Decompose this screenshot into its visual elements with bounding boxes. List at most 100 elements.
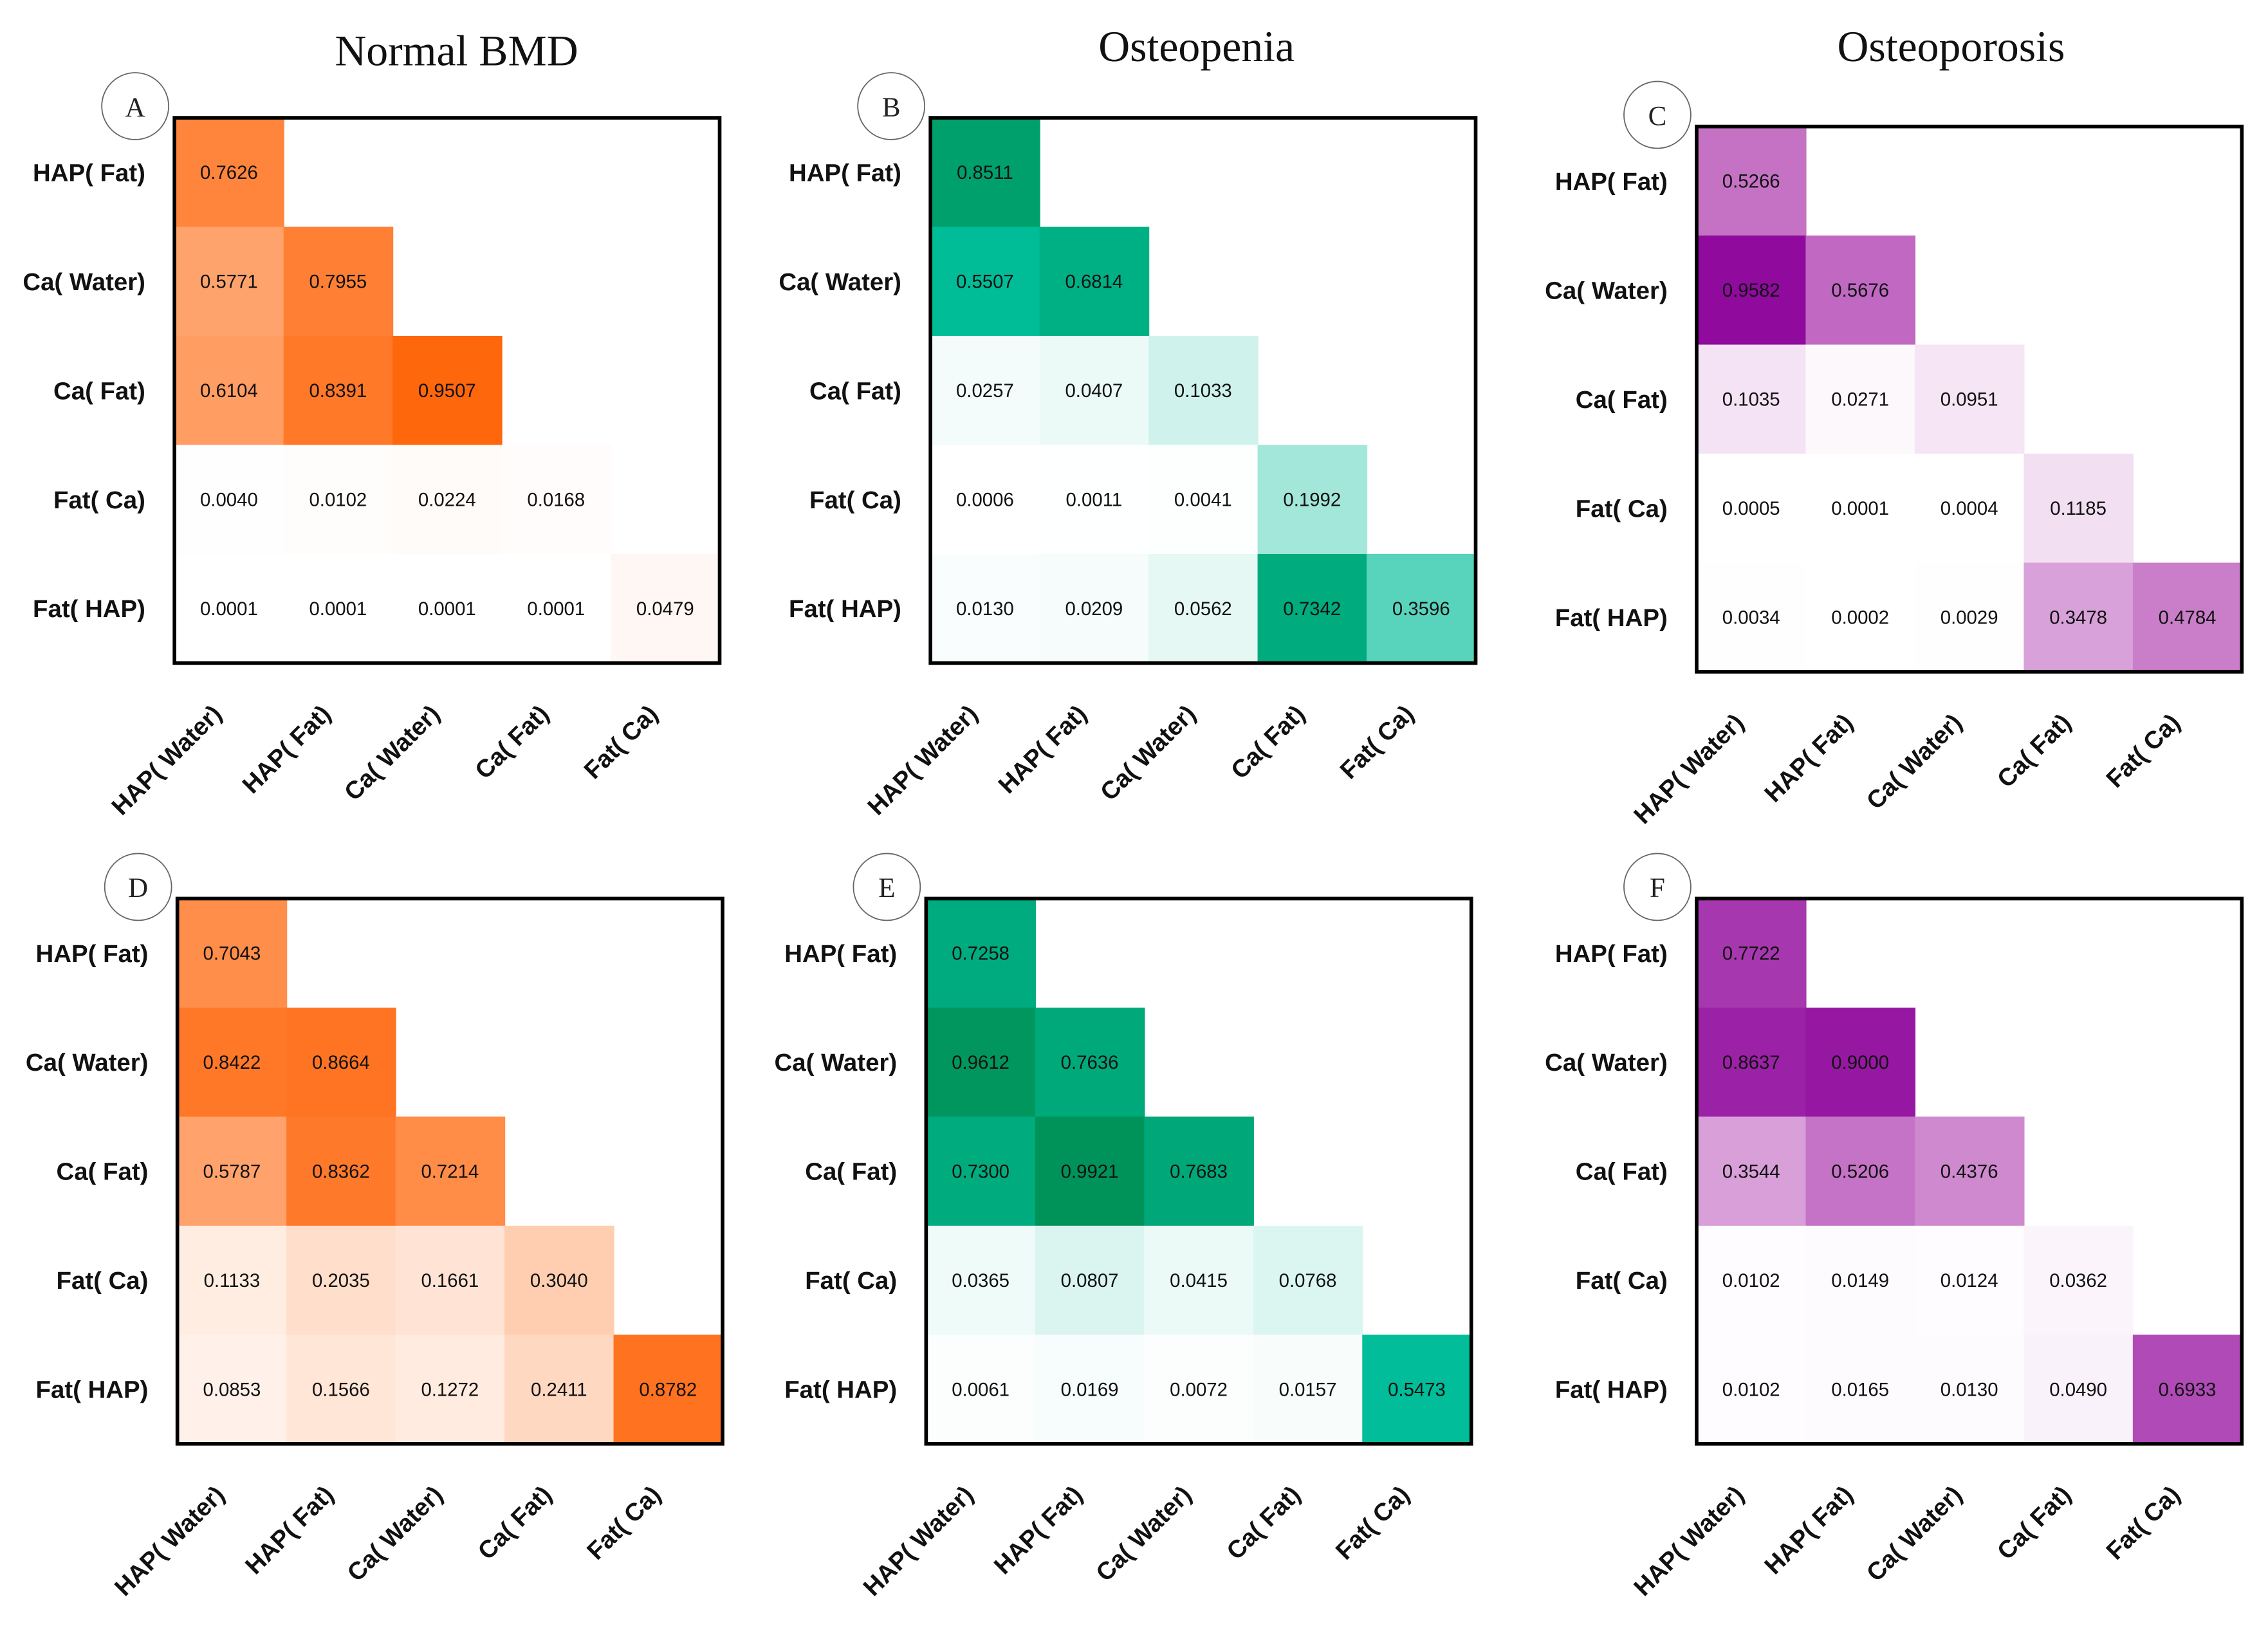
panel-border (1695, 896, 2244, 1446)
cell-value-label: 0.0853 (203, 1379, 261, 1400)
column-label: HAP( Water) (1628, 708, 1749, 829)
cell-value-label: 0.0169 (1061, 1379, 1119, 1400)
heatmap-cell (1039, 226, 1150, 337)
cell-value-label: 0.5676 (1831, 280, 1889, 301)
cell-value-label: 0.3478 (2049, 607, 2107, 628)
cell-value-label: 0.0061 (952, 1379, 1010, 1400)
panel-d: 0.7043 0.8422 0.8664 0.5787 0.8362 0.7214 0.11… (26, 853, 724, 1602)
row-label: HAP( Fat) (1555, 940, 1668, 968)
cell-value-label: 0.0415 (1170, 1270, 1228, 1291)
cell-value-label: 0.0807 (1061, 1270, 1119, 1291)
heatmap-cell (177, 898, 288, 1009)
heatmap-cell (1805, 344, 1916, 455)
cell-value-label: 0.0407 (1065, 380, 1123, 402)
heatmap-cell (2024, 1335, 2134, 1445)
panel-letter: A (125, 93, 145, 123)
cell-value-label: 0.0130 (956, 598, 1014, 620)
panel-border (924, 896, 1473, 1446)
cell-value-label: 0.0209 (1065, 598, 1123, 620)
cell-value-label: 0.6814 (1065, 271, 1123, 292)
cell-value-label: 0.5507 (956, 271, 1014, 292)
cell-value-label: 0.0562 (1174, 598, 1232, 620)
row-label: Fat( Ca) (1576, 495, 1668, 522)
cell-value-label: 0.7258 (952, 943, 1010, 964)
panel-border (1695, 124, 2244, 674)
column-label: Ca( Fat) (473, 1481, 557, 1566)
cell-value-label: 0.8637 (1722, 1052, 1780, 1073)
cell-value-label: 0.1033 (1174, 380, 1232, 402)
column-label: Ca( Water) (1095, 700, 1201, 806)
heatmap-cell (1696, 1335, 1807, 1445)
column-label: Ca( Fat) (1226, 700, 1310, 784)
column-label: Fat( Ca) (582, 1481, 666, 1565)
column-label: Fat( Ca) (579, 700, 663, 784)
cell-value-label: 0.0001 (1831, 498, 1889, 519)
cell-value-label: 0.8511 (957, 162, 1013, 183)
cell-value-label: 0.0102 (309, 489, 367, 510)
heatmap-cell (1253, 1225, 1363, 1336)
heatmap-cell (930, 226, 1040, 337)
heatmap-cell (926, 1225, 1036, 1336)
cell-value-label: 0.5787 (203, 1161, 261, 1182)
heatmap-cell (1696, 344, 1807, 455)
heatmap-cell (504, 1335, 614, 1445)
title-normal-bmd: Normal BMD (335, 27, 578, 75)
row-label: Fat( HAP) (784, 1376, 897, 1404)
cell-value-label: 0.0149 (1831, 1270, 1889, 1291)
heatmap-cell (286, 1007, 396, 1118)
heatmap-cell (1039, 336, 1150, 446)
cell-value-label: 0.0224 (418, 489, 476, 510)
cell-value-label: 0.4784 (2159, 607, 2217, 628)
heatmap-cell (1805, 1335, 1916, 1445)
heatmap-cell (501, 445, 612, 555)
cell-value-label: 0.7955 (309, 271, 367, 292)
cell-value-label: 0.0001 (200, 598, 258, 620)
panel-border (175, 896, 724, 1446)
cell-value-label: 0.0365 (952, 1270, 1010, 1291)
row-label: Ca( Water) (26, 1049, 149, 1076)
heatmap-cell (1696, 126, 1807, 237)
row-label: HAP( Fat) (784, 940, 897, 968)
panel-letter: B (882, 93, 901, 123)
cell-value-label: 0.7214 (421, 1161, 479, 1182)
heatmap-cell (174, 445, 284, 555)
cell-value-label: 0.5266 (1722, 171, 1780, 192)
column-label: Ca( Fat) (1221, 1481, 1305, 1565)
cell-value-label: 0.7683 (1170, 1161, 1228, 1182)
cell-value-label: 0.7636 (1061, 1052, 1119, 1073)
panel-letter-circle (857, 72, 926, 140)
cell-value-label: 0.0006 (956, 489, 1014, 510)
heatmap-cell (930, 336, 1040, 446)
heatmap-cell (283, 226, 394, 337)
cell-value-label: 0.5206 (1831, 1161, 1889, 1182)
cell-value-label: 0.0004 (1941, 498, 1998, 519)
cell-value-label: 0.1272 (421, 1379, 479, 1400)
cell-value-label: 0.9582 (1722, 280, 1780, 301)
cell-value-label: 0.0130 (1941, 1379, 1998, 1400)
heatmap-cell (392, 553, 502, 664)
panel-e: 0.7258 0.9612 0.7636 0.7300 0.9921 0.7683 0.03… (775, 853, 1473, 1602)
heatmap-cell (177, 1225, 288, 1336)
heatmap-cell (1805, 236, 1916, 346)
heatmap-cell (392, 336, 502, 446)
heatmap-cell (1367, 553, 1477, 664)
heatmap-cell (283, 445, 394, 555)
heatmap-cell (1696, 454, 1807, 564)
row-label: Ca( Fat) (57, 1158, 149, 1186)
column-label: Ca( Water) (342, 1481, 448, 1587)
heatmap-cell (177, 1007, 288, 1118)
column-label: Fat( Ca) (1335, 700, 1419, 784)
heatmap-cell (1035, 1225, 1145, 1336)
cell-value-label: 0.0257 (956, 380, 1014, 402)
panel-letter-circle (101, 72, 170, 140)
panel-c: 0.5266 0.9582 0.5676 0.1035 0.0271 0.0951 0.00… (1545, 80, 2244, 829)
heatmap-cell (2132, 562, 2243, 673)
cell-value-label: 0.3596 (1392, 598, 1450, 620)
row-label: Fat( Ca) (57, 1267, 149, 1295)
cell-value-label: 0.0102 (1722, 1379, 1780, 1400)
cell-value-label: 0.0490 (2049, 1379, 2107, 1400)
heatmap-cell (395, 1225, 506, 1336)
heatmap-cell (1805, 1116, 1916, 1227)
heatmap-cell (1696, 1116, 1807, 1227)
cell-value-label: 0.1133 (204, 1270, 261, 1291)
